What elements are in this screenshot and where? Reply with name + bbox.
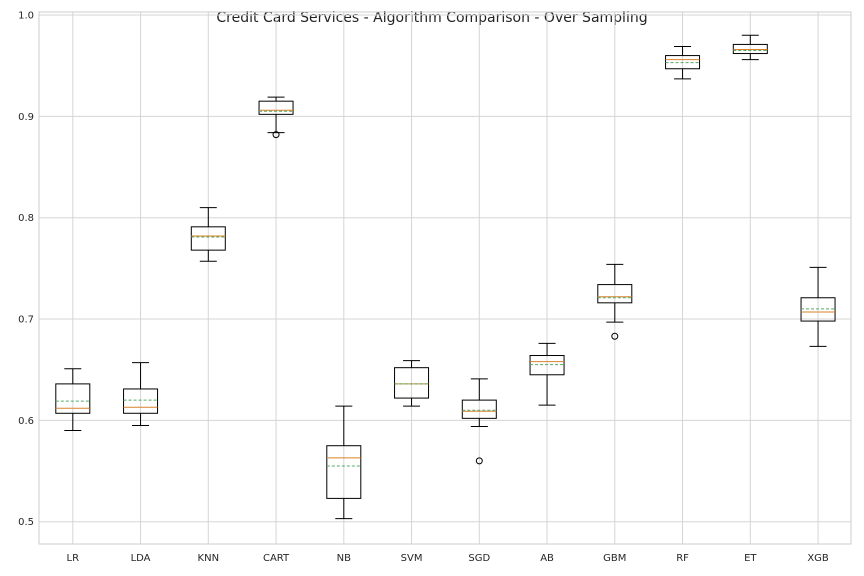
box-lr (55, 368, 91, 432)
box-rf (665, 45, 701, 80)
box-lda (123, 362, 159, 426)
y-tick-label: 0.6 (18, 416, 34, 427)
iqr-box (529, 355, 565, 376)
iqr-box (55, 383, 91, 414)
box-gbm (597, 263, 633, 340)
iqr-box (665, 55, 701, 70)
box-cart (258, 96, 294, 139)
y-tick-label: 0.9 (18, 112, 34, 123)
x-tick-label: ET (744, 553, 757, 564)
x-tick-label: SGD (468, 553, 490, 564)
boxes-layer (55, 34, 836, 520)
iqr-box (597, 284, 633, 304)
x-tick-label: SVM (401, 553, 423, 564)
iqr-box (394, 367, 430, 399)
outlier-point (611, 332, 619, 340)
y-axis-ticks: 0.5 0.6 0.7 0.8 0.9 1.0 (18, 11, 34, 529)
iqr-box (258, 100, 294, 115)
box-ab (529, 342, 565, 406)
box-et (732, 34, 768, 61)
outlier-point (475, 457, 483, 465)
x-tick-label: AB (540, 553, 554, 564)
box-knn (190, 207, 226, 262)
box-sgd (461, 378, 497, 465)
iqr-box (461, 399, 497, 419)
x-tick-label: NB (337, 553, 351, 564)
iqr-box (190, 226, 226, 251)
box-xgb (800, 266, 836, 347)
y-tick-label: 0.5 (18, 517, 34, 528)
grid-layer (39, 12, 851, 544)
y-tick-label: 1.0 (18, 11, 34, 22)
x-tick-label: CART (263, 553, 290, 564)
x-axis-ticks: LR LDA KNN CART NB SVM SGD AB GBM RF ET XGB (67, 553, 829, 564)
x-tick-label: RF (676, 553, 689, 564)
outlier-point (272, 131, 280, 139)
x-tick-label: GBM (603, 553, 626, 564)
iqr-box (732, 43, 768, 55)
x-tick-label: LDA (131, 553, 151, 564)
chart-title: Credit Card Services - Algorithm Compari… (216, 10, 648, 26)
y-tick-label: 0.8 (18, 213, 34, 224)
iqr-box (800, 297, 836, 322)
x-tick-label: LR (67, 553, 80, 564)
iqr-box (123, 388, 159, 414)
box-nb (326, 405, 362, 520)
x-tick-label: KNN (198, 553, 220, 564)
y-tick-label: 0.7 (18, 315, 34, 326)
plot-frame (38, 11, 852, 545)
box-svm (394, 360, 430, 407)
x-tick-label: XGB (807, 553, 829, 564)
iqr-box (326, 445, 362, 499)
